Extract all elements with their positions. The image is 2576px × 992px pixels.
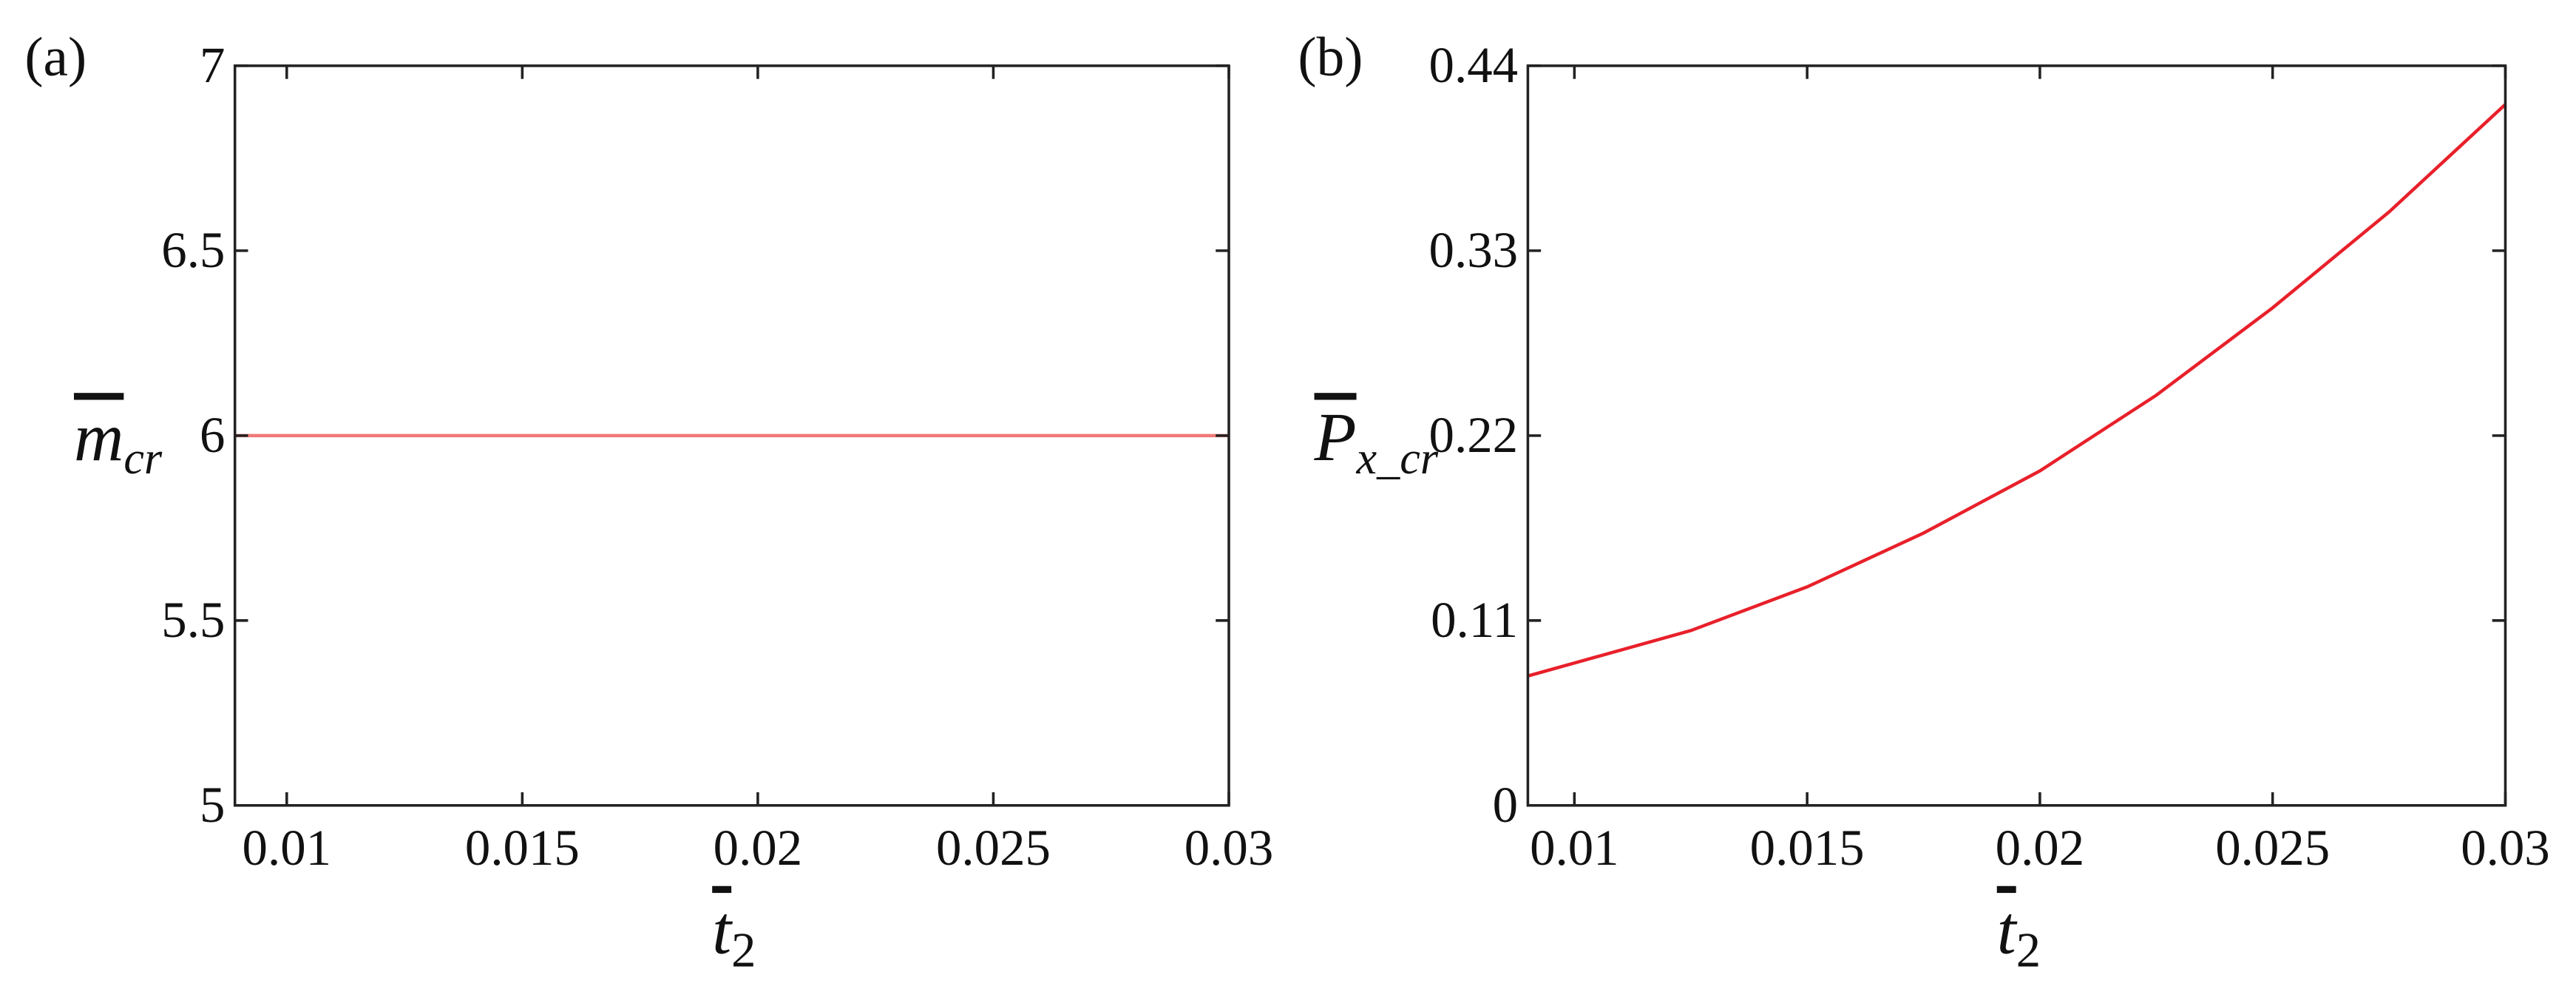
x-tick-label: 0.02 xyxy=(1996,820,2085,876)
x-axis-label: t2 xyxy=(712,893,756,978)
y-tick-label: 0.22 xyxy=(1429,407,1519,463)
y-axis-label: Px_cr xyxy=(1314,399,1439,484)
x-tick-label: 0.025 xyxy=(2215,820,2330,876)
y-label-main: m xyxy=(74,399,123,476)
y-tick-label: 0.33 xyxy=(1429,222,1519,278)
y-tick-label: 5 xyxy=(200,777,225,833)
x-tick-label: 0.025 xyxy=(936,820,1051,876)
y-tick-label: 7 xyxy=(200,37,225,93)
x-tick-label: 0.01 xyxy=(243,820,332,876)
x-tick-label: 0.01 xyxy=(1530,820,1619,876)
y-label-sub: cr xyxy=(123,433,163,484)
x-tick-label: 0.015 xyxy=(465,820,580,876)
panel-label: (b) xyxy=(1298,27,1363,88)
x-label-sub: 2 xyxy=(731,924,756,978)
data-line xyxy=(1527,103,2506,678)
x-label-main: t xyxy=(712,893,733,969)
y-tick-label: 0.11 xyxy=(1431,592,1518,648)
y-label-main: P xyxy=(1314,399,1357,476)
y-label-sub: x_cr xyxy=(1356,433,1439,484)
x-tick-label: 0.03 xyxy=(1184,820,1274,876)
x-tick-label: 0.03 xyxy=(2461,820,2550,876)
x-tick-label: 0.015 xyxy=(1750,820,1865,876)
plot-frame xyxy=(1526,64,2507,807)
x-label-sub: 2 xyxy=(2016,924,2041,978)
y-tick-label: 0 xyxy=(1493,777,1518,833)
x-tick-label: 0.02 xyxy=(714,820,803,876)
y-axis-label: mcr xyxy=(74,399,163,484)
x-axis-label: t2 xyxy=(1997,893,2041,978)
y-tick-label: 5.5 xyxy=(161,592,225,648)
y-tick-label: 6.5 xyxy=(161,222,225,278)
y-tick-label: 0.44 xyxy=(1429,37,1519,93)
x-label-main: t xyxy=(1997,893,2018,969)
panel-label: (a) xyxy=(24,27,87,88)
y-tick-label: 6 xyxy=(200,407,225,463)
